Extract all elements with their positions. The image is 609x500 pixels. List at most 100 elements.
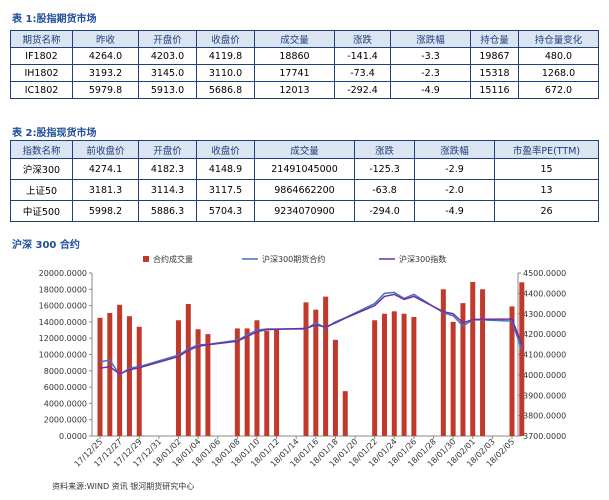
row: 中证500 5998.2 5886.3 5704.3 9234070900 -294.0-…: [10, 200, 599, 222]
header-cell: 持仓量: [470, 30, 519, 48]
cell: 13: [494, 179, 599, 201]
cell: -141.4: [334, 47, 391, 65]
bar: [264, 330, 270, 436]
cell: 9234070900: [254, 200, 355, 222]
header-cell: 持仓量变化: [518, 30, 599, 48]
bar: [509, 306, 515, 436]
cell: 17741: [254, 64, 335, 82]
bar: [274, 329, 280, 436]
bar: [460, 303, 466, 436]
cell: 5913.0: [138, 81, 197, 99]
header-cell: 涨跌: [334, 30, 391, 48]
chart-title: 沪深 300 合约: [12, 240, 80, 251]
table: 指数名称 前收盘价 开盘价 收盘价 成交量 涨跌 涨跌幅 市盈率PE(TTM) 沪深300 427…: [10, 140, 599, 222]
header-cell: 昨收: [72, 30, 139, 48]
cell: 21491045000: [254, 158, 355, 180]
cell: -73.4: [334, 64, 391, 82]
bar: [303, 302, 309, 436]
bar: [107, 312, 113, 436]
cell: 5686.8: [196, 81, 255, 99]
cell: IF1802: [10, 47, 73, 65]
cell: 19867: [470, 47, 519, 65]
bar: [195, 329, 201, 436]
row: IH1802 3193.2 3145.0 3110.0 17741 -73.4 -2.3 15…: [10, 64, 599, 82]
header-cell: 涨跌幅: [414, 140, 495, 159]
bar: [381, 313, 387, 436]
bar: [254, 320, 260, 436]
table-title: 表 2:股指现货市场: [12, 128, 97, 139]
cell: 4274.1: [72, 158, 139, 180]
chart: 0.0000 2000.0000 4000.0000 6000.0000 8000.00…: [39, 254, 567, 469]
cell: -292.4: [334, 81, 391, 99]
bar: [205, 334, 211, 436]
cell: 672.0: [518, 81, 599, 99]
line: [99, 293, 523, 375]
cell: -2.3: [390, 64, 471, 82]
legend-label: 沪深300期货合约: [262, 254, 325, 264]
y-tick-label: 18000.0000: [39, 285, 87, 294]
y-tick-label: 10000.0000: [39, 351, 87, 360]
row: 沪深300 4274.1 4182.3 4148.9 21491045000 -125.3…: [10, 158, 599, 180]
header-cell: 前收盘价: [72, 140, 139, 159]
cell: IC1802: [10, 81, 73, 99]
bar: [342, 391, 348, 436]
bar: [519, 282, 525, 436]
header-cell: 收盘价: [196, 140, 255, 159]
header-cell: 涨跌幅: [390, 30, 471, 48]
header-cell: 市盈率PE(TTM): [494, 140, 599, 159]
bar: [372, 320, 378, 436]
bar: [185, 303, 191, 436]
cell: 3110.0: [196, 64, 255, 82]
cell: 5704.3: [196, 200, 255, 222]
y2-tick-label: 4400.0000: [523, 289, 566, 298]
row: IF1802 4264.0 4203.0 4119.8 18860 -141.4 -3.3 1…: [10, 47, 599, 65]
bar: [450, 321, 456, 436]
y2-tick-label: 3800.0000: [523, 412, 566, 421]
legend-label: 沪深300指数: [399, 254, 446, 264]
y-tick-label: 12000.0000: [39, 334, 87, 343]
header-cell: 成交量: [254, 140, 355, 159]
cell: -63.8: [354, 179, 415, 201]
table-title: 表 1:股指期货市场: [12, 14, 97, 25]
cell: 3114.3: [138, 179, 197, 201]
row: 上证50 3181.3 3114.3 3117.5 9864662200 -63.8 -2.…: [10, 179, 599, 201]
cell: IH1802: [10, 64, 73, 82]
cell: 15116: [470, 81, 519, 99]
y-tick-label: 20000.0000: [39, 269, 87, 278]
cell: 中证500: [10, 200, 73, 222]
cell: 1268.0: [518, 64, 599, 82]
cell: 5979.8: [72, 81, 139, 99]
cell: -4.9: [390, 81, 471, 99]
cell: -2.0: [414, 179, 495, 201]
header-cell: 开盘价: [138, 140, 197, 159]
line: [99, 291, 523, 376]
cell: -125.3: [354, 158, 415, 180]
bar: [332, 339, 338, 436]
y2-tick-label: 4200.0000: [523, 330, 566, 339]
y-tick-label: 0.0000: [59, 432, 87, 441]
header-row: 指数名称 前收盘价 开盘价 收盘价 成交量 涨跌 涨跌幅 市盈率PE(TTM): [10, 140, 599, 159]
y-tick-label: 4000.0000: [44, 399, 87, 408]
cell: -2.9: [414, 158, 495, 180]
cell: 3193.2: [72, 64, 139, 82]
bar: [244, 328, 250, 436]
cell: 3117.5: [196, 179, 255, 201]
y-tick-label: 14000.0000: [39, 318, 87, 327]
table: 期货名称 昨收 开盘价 收盘价 成交量 涨跌 涨跌幅 持仓量 持仓量变化 IF1802 4264.0…: [10, 30, 599, 99]
cell: 4264.0: [72, 47, 139, 65]
footer: 资料来源:WIND 资讯 银河期货研究中心: [52, 482, 195, 491]
bar: [391, 311, 397, 436]
legend-label: 合约成交量: [153, 254, 193, 264]
cell: 3145.0: [138, 64, 197, 82]
y2-tick-label: 4000.0000: [523, 371, 566, 380]
cell: -4.9: [414, 200, 495, 222]
cell: 15: [494, 158, 599, 180]
cell: 18860: [254, 47, 335, 65]
y2-tick-label: 4300.0000: [523, 310, 566, 319]
header-cell: 成交量: [254, 30, 335, 48]
bar: [97, 317, 103, 436]
y2-tick-label: 4500.0000: [523, 269, 566, 278]
cell: 480.0: [518, 47, 599, 65]
bar: [323, 296, 329, 436]
